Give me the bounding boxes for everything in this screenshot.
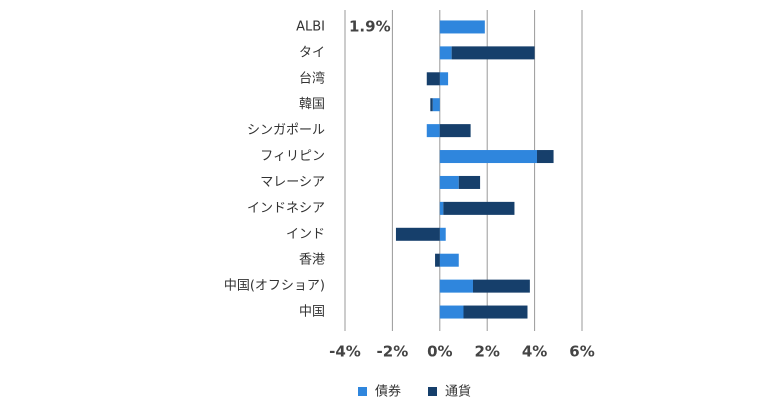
x-tick-label: 0% [427,343,452,361]
bar [458,175,481,189]
bar [439,150,537,164]
y-tick-label: ALBI [296,19,325,34]
bar [439,227,446,241]
y-tick-label: インド [286,227,325,242]
bar [439,124,471,138]
x-tick-label: -4% [329,343,361,361]
bar [439,305,464,319]
bar [439,20,485,34]
bar [430,98,433,112]
bar [426,72,440,86]
x-tick-label: -2% [377,343,409,361]
bar [472,279,530,293]
y-tick-label: 中国(オフショア) [224,279,325,294]
y-tick-label: シンガポール [247,123,325,138]
y-tick-label: インドネシア [247,201,325,216]
legend-label: 通貨 [445,384,471,400]
y-tick-label: 台湾 [299,70,325,86]
bar [443,201,515,215]
bar [439,46,452,60]
data-label: 1.9% [349,17,391,35]
bar [435,253,440,267]
bar [439,175,459,189]
bar [439,72,449,86]
bar [432,98,440,112]
y-tick-label: 韓国 [299,97,325,112]
y-tick-label: マレーシア [260,175,325,190]
legend-swatch [358,387,367,396]
legend-label: 債券 [375,384,401,400]
bar [451,46,535,60]
legend-swatch [428,387,437,396]
y-tick-label: 香港 [299,253,325,268]
y-tick-label: フィリピン [260,149,325,164]
bar [439,201,444,215]
x-tick-label: 2% [474,343,499,361]
bar [463,305,528,319]
bar [439,279,473,293]
bar [439,253,459,267]
bar [536,150,554,164]
y-tick-label: 中国 [299,305,325,320]
bar [395,227,440,241]
x-tick-label: 6% [569,343,594,361]
y-tick-label: タイ [299,45,325,60]
bar [426,124,440,138]
x-tick-label: 4% [522,343,547,361]
